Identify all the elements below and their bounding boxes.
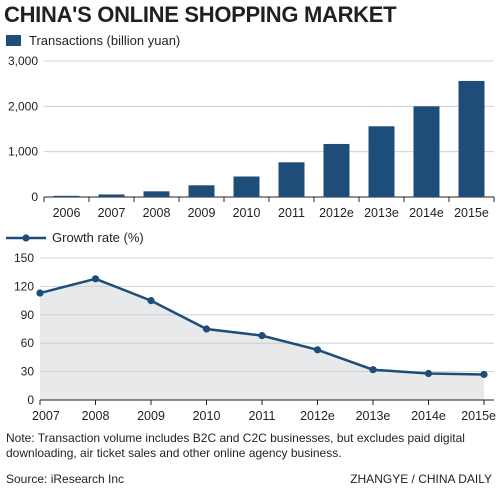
x-tick-label: 2014e <box>409 206 444 220</box>
x-tick-label: 2015e <box>461 409 496 423</box>
x-tick-label: 2011 <box>249 409 276 423</box>
x-tick-label: 2007 <box>98 206 126 220</box>
x-tick-label: 2008 <box>82 409 110 423</box>
x-tick-label: 2013e <box>356 409 391 423</box>
line-legend: Growth rate (%) <box>6 230 144 245</box>
data-point <box>313 346 322 354</box>
x-tick-label: 2015e <box>454 206 489 220</box>
y-tick-label: 2,000 <box>8 99 38 113</box>
x-tick-label: 2009 <box>188 206 216 220</box>
x-tick-label: 2008 <box>143 206 171 220</box>
x-tick-label: 2007 <box>32 409 60 423</box>
data-point <box>147 297 155 305</box>
x-tick-label: 2009 <box>137 409 165 423</box>
x-tick-label: 2011 <box>278 206 305 220</box>
data-point <box>480 370 488 379</box>
bar <box>278 162 305 197</box>
bar <box>188 185 215 197</box>
y-tick-label: 3,000 <box>8 54 38 68</box>
growth-area <box>40 278 484 400</box>
x-tick-label: 2012e <box>300 409 335 423</box>
line-legend-swatch <box>6 233 46 242</box>
x-tick-label: 2014e <box>411 409 446 423</box>
bar <box>458 80 485 197</box>
y-tick-label: 0 <box>31 190 38 204</box>
data-point <box>258 332 266 340</box>
bar <box>323 143 350 197</box>
y-tick-label: 150 <box>14 251 34 265</box>
y-tick-label: 90 <box>21 308 35 322</box>
data-point <box>369 366 377 374</box>
line-chart: 0 30 60 90 120 150 2007 2008 2009 2010 2011 2012e 20… <box>14 251 496 423</box>
y-tick-label: 120 <box>14 279 34 293</box>
bar-legend-swatch <box>6 35 21 46</box>
x-tick-label: 2010 <box>233 206 261 220</box>
x-tick-label: 2013e <box>364 206 399 220</box>
bar-legend: Transactions (billion yuan) <box>6 33 180 48</box>
bar <box>233 176 260 197</box>
data-point <box>202 325 211 333</box>
credit-text: ZHANGYE / CHINA DAILY <box>350 472 492 486</box>
bar <box>98 194 125 197</box>
x-tick-label: 2010 <box>193 409 221 423</box>
x-tick-label: 2012e <box>319 206 354 220</box>
data-point <box>36 289 44 297</box>
bar-chart: 0 1,000 2,000 3,000 2006 2007 2008 2009 2010 2011… <box>8 54 495 220</box>
source-text: Source: iResearch Inc <box>6 472 125 486</box>
bar-legend-label: Transactions (billion yuan) <box>29 33 181 48</box>
x-tick-label: 2006 <box>53 206 81 220</box>
bar <box>413 106 440 197</box>
y-tick-label: 1,000 <box>8 145 38 159</box>
y-tick-label: 60 <box>21 336 35 350</box>
bar <box>53 195 80 197</box>
chart-title: CHINA'S ONLINE SHOPPING MARKET <box>4 2 397 27</box>
bar <box>368 126 395 197</box>
data-point <box>424 369 433 378</box>
data-point <box>91 275 100 283</box>
y-tick-label: 0 <box>27 393 34 407</box>
line-legend-label: Growth rate (%) <box>52 230 144 245</box>
bar <box>143 191 170 197</box>
y-tick-label: 30 <box>21 365 35 379</box>
chart-note: Note: Transaction volume includes B2C an… <box>6 431 465 460</box>
